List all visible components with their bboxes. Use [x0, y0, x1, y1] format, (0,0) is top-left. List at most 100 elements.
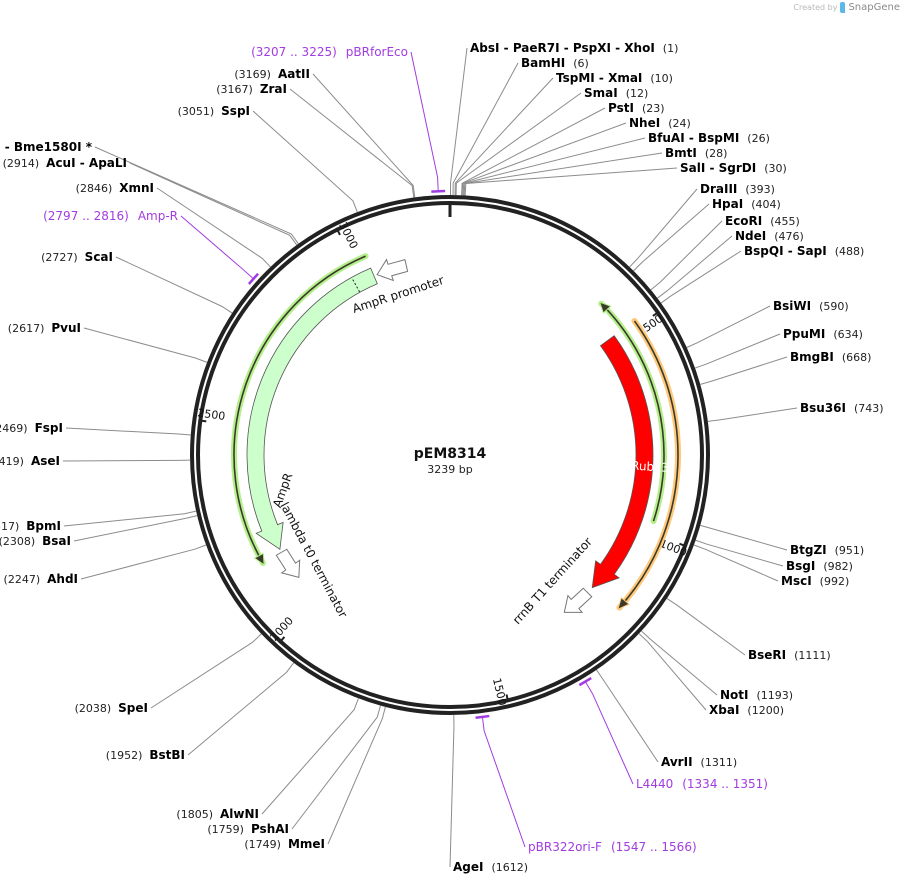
- restriction-site-label[interactable]: SalI - SgrDI (30): [680, 161, 787, 175]
- primer-binding-mark[interactable]: [578, 676, 592, 687]
- restriction-site-label[interactable]: BmtI (28): [665, 146, 727, 160]
- site-leader-line: [94, 146, 299, 245]
- orf-orange-right-arc[interactable]: [616, 317, 681, 611]
- site-leader-line: [650, 220, 723, 291]
- restriction-site-label[interactable]: (2317) BpmI: [0, 519, 61, 533]
- site-position: (3167): [216, 83, 253, 96]
- site-enzyme-names: AvrII: [661, 755, 693, 769]
- restriction-site-label[interactable]: (2918)BaeGI - Bme1580I *: [0, 140, 93, 154]
- restriction-site-label[interactable]: DraIII (393): [700, 182, 775, 196]
- site-leader-line: [666, 598, 746, 656]
- restriction-site-label[interactable]: NotI (1193): [720, 688, 793, 702]
- restriction-site-label[interactable]: (2914) AcuI - ApaLI: [3, 156, 127, 170]
- restriction-site-label[interactable]: BfuAI - BspMI (26): [648, 131, 770, 145]
- primer-label[interactable]: pBR322ori-F (1547 .. 1566): [528, 840, 697, 854]
- primer-binding-mark[interactable]: [247, 272, 260, 285]
- restriction-site-label[interactable]: (2038) SpeI: [75, 701, 148, 715]
- restriction-site-label[interactable]: SmaI (12): [584, 86, 648, 100]
- primer-label[interactable]: (2797 .. 2816) Amp-R: [43, 209, 178, 223]
- restriction-site-label[interactable]: (2419) AseI: [0, 454, 60, 468]
- restriction-site-label[interactable]: (3167) ZraI: [216, 82, 287, 96]
- primer-range: (2797 .. 2816): [43, 209, 129, 223]
- site-leader-line: [129, 162, 298, 246]
- site-leader-line: [660, 250, 742, 304]
- primer-binding-mark[interactable]: [475, 714, 490, 719]
- restriction-site-label[interactable]: NdeI (476): [735, 229, 804, 243]
- terminator-arrow-icon: [563, 587, 593, 613]
- restriction-site-label[interactable]: Bsu36I (743): [800, 401, 884, 415]
- restriction-site-label[interactable]: BsgI (982): [786, 559, 853, 573]
- site-position: (992): [820, 575, 850, 588]
- restriction-site-label[interactable]: (2247) AhdI: [4, 572, 78, 586]
- restriction-site-label[interactable]: BseRI (1111): [748, 648, 831, 662]
- restriction-site-label[interactable]: BmgBI (668): [790, 350, 871, 364]
- snapgene-credit: Created by SnapGene: [793, 2, 900, 13]
- restriction-site-label[interactable]: XbaI (1200): [709, 703, 784, 717]
- site-position: (10): [650, 72, 673, 85]
- restriction-site-label[interactable]: HpaI (404): [712, 197, 781, 211]
- ruler-tick: [679, 542, 688, 548]
- restriction-site-label[interactable]: PstI (23): [608, 101, 665, 115]
- site-enzyme-names: MmeI: [288, 837, 325, 851]
- restriction-site-label[interactable]: (1749) MmeI: [244, 837, 325, 851]
- primer-label[interactable]: (3207 .. 3225) pBRforEco: [251, 45, 408, 59]
- restriction-site-label[interactable]: (1805) AlwNI: [176, 807, 259, 821]
- snapgene-logo-icon: [840, 2, 846, 13]
- site-position: (1952): [106, 749, 143, 762]
- restriction-site-label[interactable]: PpuMI (634): [783, 327, 863, 341]
- site-enzyme-names: AcuI - ApaLI: [46, 156, 127, 170]
- restriction-site-label[interactable]: (3051) SspI: [178, 104, 250, 118]
- site-enzyme-names: AatII: [278, 67, 310, 81]
- ruler-tick: [198, 419, 207, 423]
- site-enzyme-names: BaeGI - Bme1580I *: [0, 140, 93, 154]
- restriction-site-label[interactable]: MscI (992): [781, 574, 849, 588]
- restriction-site-label[interactable]: (2727) ScaI: [41, 250, 113, 264]
- restriction-site-label[interactable]: (2846) XmnI: [76, 181, 154, 195]
- site-position: (404): [751, 198, 781, 211]
- restriction-site-label[interactable]: (3169) AatII: [234, 67, 310, 81]
- feature-lambda-t0-terminator[interactable]: lambda t0 terminator: [275, 500, 350, 620]
- restriction-site-label[interactable]: AvrII (1311): [661, 755, 737, 769]
- site-position: (2914): [3, 157, 40, 170]
- primer-leader-line: [180, 215, 254, 280]
- primer-name: pBRforEco: [346, 45, 408, 59]
- restriction-site-label[interactable]: BspQI - SapI (488): [744, 244, 864, 258]
- site-position: (12): [626, 87, 649, 100]
- restriction-site-label[interactable]: NheI (24): [629, 116, 691, 130]
- site-position: (26): [747, 132, 770, 145]
- site-position: (2727): [41, 251, 78, 264]
- site-leader-line: [700, 524, 788, 551]
- orf-green-left-arc[interactable]: [231, 253, 369, 566]
- feature-rrnb-t1-terminator[interactable]: rrnB T1 terminator: [510, 535, 595, 627]
- site-enzyme-names: BsgI: [786, 559, 815, 573]
- promoter-arrow-icon: [376, 258, 409, 282]
- restriction-site-label[interactable]: (2469) FspI: [0, 421, 63, 435]
- orf-green-right-arc[interactable]: [598, 300, 667, 525]
- plasmid-name: pEM8314: [414, 446, 487, 462]
- restriction-site-label[interactable]: AbsI - PaeR7I - PspXI - XhoI (1): [470, 41, 678, 55]
- primer-label[interactable]: L4440 (1334 .. 1351): [636, 777, 768, 791]
- primer-leader-line: [410, 51, 439, 192]
- restriction-site-label[interactable]: BtgZI (951): [790, 543, 864, 557]
- restriction-site-label[interactable]: (2308) BsaI: [0, 534, 71, 548]
- restriction-site-label[interactable]: (1952) BstBI: [106, 748, 185, 762]
- site-labels: AbsI - PaeR7I - PspXI - XhoI (1) BamHI (6)T…: [0, 41, 884, 874]
- restriction-site-label[interactable]: AgeI (1612): [453, 860, 528, 874]
- restriction-site-label[interactable]: BsiWI (590): [773, 299, 849, 313]
- primer-leader-line: [481, 716, 526, 848]
- site-enzyme-names: AgeI: [453, 860, 483, 874]
- primer-binding-mark[interactable]: [431, 189, 446, 193]
- site-position: (668): [842, 351, 872, 364]
- restriction-site-label[interactable]: BamHI (6): [521, 56, 589, 70]
- site-enzyme-names: PpuMI: [783, 327, 825, 341]
- site-enzyme-names: NdeI: [735, 229, 766, 243]
- feature-label: rrnB T1 terminator: [510, 535, 595, 627]
- restriction-site-label[interactable]: (2617) PvuI: [8, 321, 81, 335]
- plasmid-length: 3239 bp: [427, 463, 472, 476]
- feature-mruby3[interactable]: mRuby3: [591, 335, 669, 589]
- restriction-site-label[interactable]: EcoRI (455): [725, 214, 800, 228]
- restriction-site-label[interactable]: TspMI - XmaI (10): [556, 71, 673, 85]
- restriction-site-label[interactable]: (1759) PshAI: [207, 822, 289, 836]
- site-leader-line: [693, 544, 779, 582]
- site-enzyme-names: AlwNI: [220, 807, 259, 821]
